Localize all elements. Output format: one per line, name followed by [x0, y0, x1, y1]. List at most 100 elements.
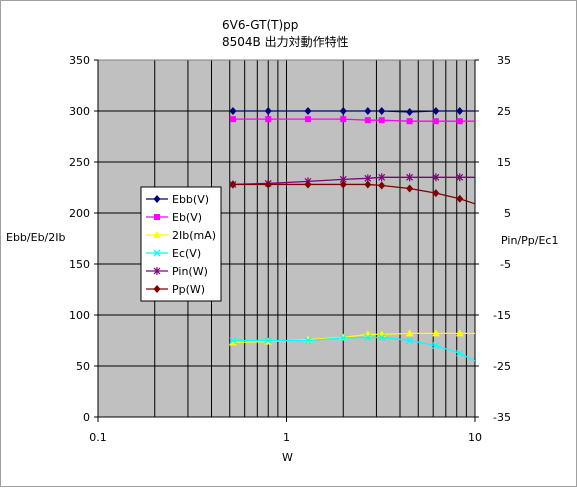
series-line-ebb-v — [232, 110, 475, 113]
data-point — [229, 107, 237, 115]
data-point — [339, 180, 347, 189]
series-line-pin-w — [232, 176, 475, 186]
data-point — [432, 107, 440, 115]
data-point — [364, 117, 371, 124]
y-tick-label-left: 350 — [69, 54, 90, 67]
data-point — [340, 116, 347, 123]
data-point — [378, 117, 385, 124]
data-point — [456, 194, 464, 203]
x-tick-label: 0.1 — [89, 431, 107, 444]
marker-stroke — [456, 349, 464, 357]
y-tick-label-left: 300 — [69, 105, 90, 118]
marker-stroke — [378, 333, 386, 341]
legend: Ebb(V) Eb(V) 2Ib(mA) Ec(V) Pin(W) Pp(W) — [140, 186, 222, 302]
y-tick-label-right: -15 — [493, 309, 511, 322]
chart-title-line-1: 6V6-GT(T)pp — [222, 18, 298, 32]
data-point — [406, 173, 414, 182]
data-point — [432, 118, 439, 125]
series-ec-v — [229, 333, 476, 362]
data-point — [432, 342, 440, 350]
y-tick-label-left: 250 — [69, 156, 90, 169]
x-tick-label: 1 — [283, 431, 290, 444]
y-tick-label-right: -25 — [493, 360, 511, 373]
data-point — [406, 337, 414, 344]
series-eb-v — [229, 116, 475, 125]
data-point — [364, 333, 372, 341]
legend-marker — [153, 231, 161, 238]
data-point — [304, 180, 312, 189]
y-tick-label-right: 15 — [497, 156, 511, 169]
marker-stroke — [364, 333, 372, 341]
y-tick-label-right: 5 — [504, 207, 511, 220]
x-tick-label: 10 — [468, 431, 482, 444]
data-point — [406, 108, 414, 117]
data-point — [456, 173, 464, 182]
data-point — [364, 180, 372, 189]
data-point — [229, 337, 237, 344]
series-ebb-v — [229, 107, 475, 117]
legend-marker — [153, 249, 161, 257]
data-point — [456, 107, 464, 115]
y-tick-label-right: 25 — [497, 105, 511, 118]
data-point — [339, 107, 347, 115]
data-point — [229, 116, 236, 123]
marker-stroke — [153, 249, 161, 257]
marker-stroke — [229, 337, 237, 344]
data-point — [304, 337, 312, 344]
data-point — [406, 184, 414, 193]
data-point — [264, 180, 272, 189]
x-axis-label: W — [282, 451, 293, 464]
chart-title-line-2: 8504B 出力対動作特性 — [222, 34, 349, 49]
data-point — [455, 329, 464, 337]
data-point — [432, 173, 440, 182]
y-tick-label-left: 0 — [83, 411, 90, 424]
legend-label: Eb(V) — [172, 211, 202, 224]
legend-label: 2Ib(mA) — [172, 229, 216, 242]
y-tick-label-right: -35 — [493, 411, 511, 424]
data-point — [378, 333, 386, 341]
data-point — [304, 107, 312, 115]
series-pp-w — [229, 180, 476, 205]
data-point — [405, 329, 414, 337]
y-tick-label-right: -5 — [500, 258, 511, 271]
data-point — [304, 116, 311, 123]
y-tick-label-left: 150 — [69, 258, 90, 271]
axes: 0 50 100 150 200 250 300 350 -35 -25 -15 -5 5 15 25 35 0… — [69, 54, 511, 444]
data-point — [229, 180, 237, 189]
legend-marker — [153, 195, 161, 203]
data-point — [378, 181, 386, 190]
legend-label: Pp(W) — [172, 283, 205, 296]
data-point — [431, 329, 440, 337]
labels: 6V6-GT(T)pp 8504B 出力対動作特性 Ebb/Eb/2Ib Pin… — [6, 18, 558, 464]
data-point — [339, 334, 347, 342]
y-tick-label-left: 100 — [69, 309, 90, 322]
data-point — [264, 337, 272, 344]
y-axis-label-left: Ebb/Eb/2Ib — [6, 231, 66, 244]
data-point — [264, 107, 272, 115]
data-point — [456, 118, 463, 125]
marker-stroke — [432, 342, 440, 350]
marker-stroke — [406, 337, 414, 344]
y-axis-label-right: Pin/Pp/Ec1 — [501, 234, 558, 247]
marker-stroke — [339, 334, 347, 342]
legend-label: Pin(W) — [172, 265, 208, 278]
legend-label: Ec(V) — [172, 247, 201, 260]
data-point — [228, 338, 237, 346]
series-line-pp-w — [232, 183, 476, 205]
data-point — [364, 107, 372, 115]
series-line-ec-v — [232, 336, 476, 362]
data-point — [378, 173, 386, 182]
data-point — [378, 107, 386, 115]
data-point — [265, 116, 272, 123]
y-tick-label-right: 35 — [497, 54, 511, 67]
series-group — [228, 107, 476, 362]
legend-marker — [153, 267, 161, 275]
marker-stroke — [264, 337, 272, 344]
data-point — [406, 118, 413, 125]
data-point — [456, 349, 464, 357]
legend-marker — [154, 214, 160, 220]
legend-label: Ebb(V) — [172, 193, 209, 206]
legend-box — [140, 186, 222, 302]
series-line-eb-v — [232, 118, 475, 122]
